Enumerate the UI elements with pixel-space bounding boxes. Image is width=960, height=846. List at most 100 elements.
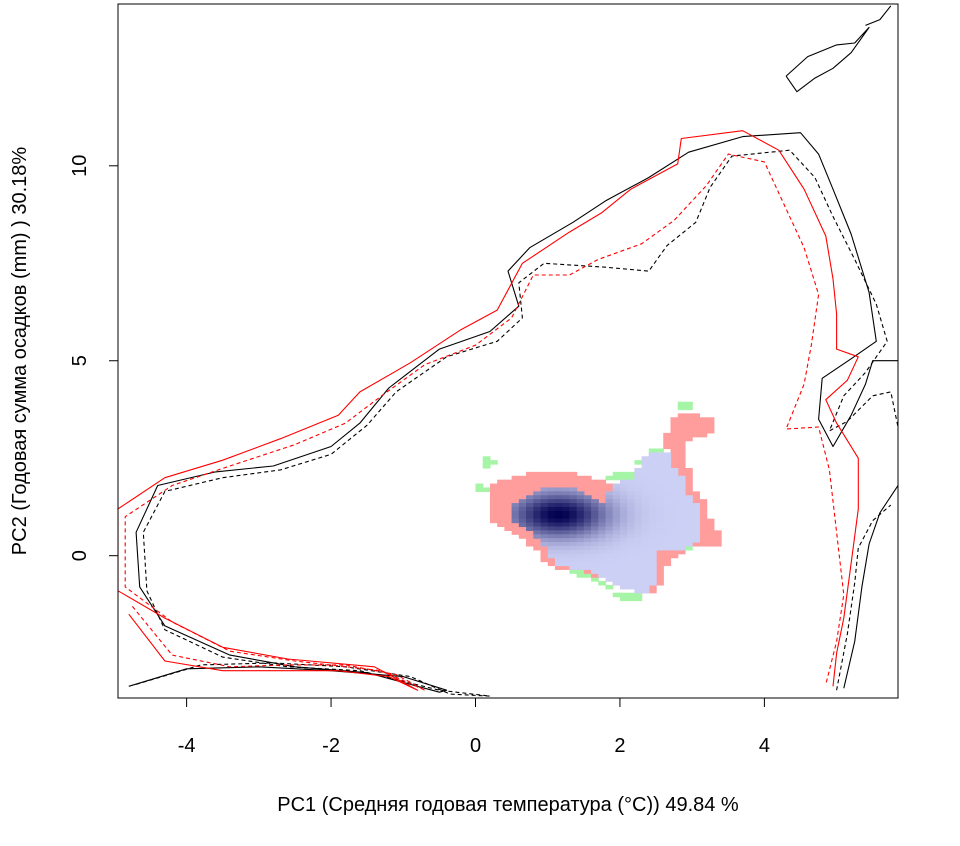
unfilling-cell — [677, 413, 686, 418]
overlap-cell — [641, 522, 650, 528]
overlap-cell — [612, 491, 621, 496]
unfilling-cell — [511, 475, 520, 481]
overlap-cell — [692, 503, 700, 508]
unfilling-cell — [706, 417, 715, 422]
overlap-cell — [576, 503, 585, 508]
overlap-cell — [605, 573, 614, 578]
overlap-cell — [627, 499, 635, 504]
unfilling-cell — [518, 530, 527, 535]
unfilling-cell — [511, 522, 520, 528]
overlap-cell — [583, 522, 592, 528]
y-tick-label: 10 — [69, 155, 91, 177]
overlap-cell — [634, 483, 643, 489]
unfilling-cell — [684, 417, 693, 422]
overlap-cell — [634, 491, 643, 496]
black-dashed-contour — [836, 504, 892, 691]
unfilling-cell — [533, 475, 542, 481]
expansion-cell — [576, 569, 585, 574]
overlap-cell — [605, 495, 614, 500]
overlap-cell — [591, 514, 599, 520]
unfilling-cell — [533, 483, 542, 489]
overlap-cell — [641, 557, 650, 563]
overlap-cell — [663, 456, 672, 461]
overlap-cell — [648, 479, 657, 485]
overlap-cell — [583, 518, 592, 524]
overlap-cell — [619, 584, 628, 590]
overlap-cell — [576, 542, 585, 547]
unfilling-cell — [706, 542, 715, 547]
x-tick-label: -2 — [322, 735, 340, 757]
overlap-cell — [627, 538, 635, 543]
overlap-cell — [612, 530, 621, 535]
overlap-cell — [692, 538, 700, 543]
overlap-cell — [634, 487, 643, 492]
overlap-cell — [692, 522, 700, 528]
overlap-cell — [627, 545, 635, 551]
overlap-cell — [554, 518, 563, 524]
overlap-cell — [569, 503, 578, 508]
unfilling-cell — [677, 460, 686, 465]
unfilling-cell — [692, 499, 700, 504]
overlap-cell — [591, 518, 599, 524]
overlap-cell — [627, 483, 635, 489]
overlap-cell — [641, 542, 650, 547]
unfilling-cell — [504, 518, 513, 524]
overlap-cell — [576, 561, 585, 567]
overlap-cell — [583, 514, 592, 520]
overlap-cell — [533, 530, 542, 535]
overlap-cell — [627, 514, 635, 520]
unfilling-cell — [677, 436, 686, 442]
unfilling-cell — [663, 549, 672, 555]
overlap-cell — [619, 573, 628, 578]
overlap-cell — [619, 542, 628, 547]
unfilling-cell — [518, 487, 527, 492]
overlap-cell — [641, 495, 650, 500]
overlap-cell — [627, 573, 635, 578]
overlap-cell — [591, 510, 599, 516]
unfilling-cell — [670, 436, 679, 442]
overlap-cell — [547, 542, 556, 547]
overlap-cell — [684, 510, 693, 516]
unfilling-cell — [677, 549, 686, 555]
unfilling-cell — [497, 483, 505, 489]
overlap-cell — [569, 522, 578, 528]
overlap-cell — [634, 549, 643, 555]
overlap-cell — [533, 503, 542, 508]
overlap-cell — [663, 534, 672, 539]
unfilling-cell — [692, 495, 700, 500]
overlap-cell — [677, 542, 686, 547]
overlap-cell — [591, 549, 599, 555]
overlap-cell — [598, 565, 607, 570]
overlap-cell — [540, 538, 549, 543]
overlap-cell — [648, 522, 657, 528]
red-dashed-contour — [124, 153, 845, 691]
overlap-cell — [670, 518, 679, 524]
overlap-cell — [591, 503, 599, 508]
overlap-cell — [648, 542, 657, 547]
overlap-cell — [648, 452, 657, 457]
overlap-cell — [569, 545, 578, 551]
unfilling-cell — [569, 471, 578, 477]
unfilling-cell — [533, 487, 542, 492]
overlap-cell — [627, 518, 635, 524]
expansion-cell — [619, 475, 628, 481]
overlap-cell — [663, 510, 672, 516]
unfilling-cell — [699, 421, 708, 426]
unfilling-cell — [511, 479, 520, 485]
overlap-cell — [562, 530, 570, 535]
overlap-cell — [634, 534, 643, 539]
overlap-cell — [663, 545, 672, 551]
unfilling-cell — [540, 553, 549, 559]
overlap-cell — [562, 553, 570, 559]
overlap-cell — [634, 557, 643, 563]
overlap-cell — [612, 545, 621, 551]
expansion-cell — [569, 569, 578, 574]
expansion-cell — [627, 471, 635, 477]
unfilling-cell — [540, 475, 549, 481]
overlap-cell — [605, 491, 614, 496]
overlap-cell — [634, 518, 643, 524]
overlap-cell — [547, 503, 556, 508]
unfilling-cell — [518, 475, 527, 481]
overlap-cell — [677, 479, 686, 485]
overlap-cell — [641, 584, 650, 590]
